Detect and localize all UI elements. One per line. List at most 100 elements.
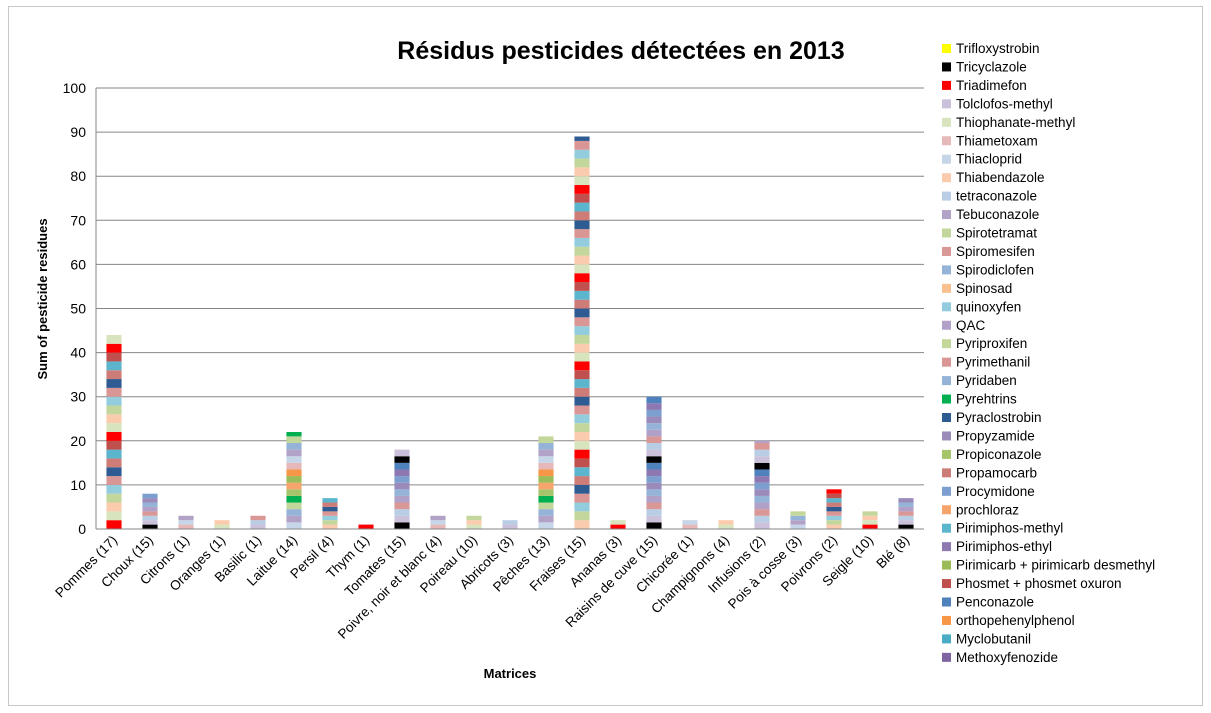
legend-label: Propyzamide [956,428,1035,443]
legend-swatch [942,615,951,625]
bar-segment [286,456,302,463]
bar-segment [574,246,590,256]
bar-segment [574,361,590,371]
bar-segment [754,469,770,477]
bar-stack [790,511,806,529]
bar-segment [106,370,122,380]
legend-item: Thiophanate-methyl [942,115,1075,130]
x-tick-label: Pommes (17) [52,533,120,601]
legend-label: Tolclofos-methyl [956,96,1053,111]
bar-segment [394,476,410,483]
x-tick-label: Blé (8) [873,533,912,572]
bar-segment [538,456,554,463]
legend-item: tetraconazole [942,189,1037,204]
legend-swatch [942,339,951,349]
bar-segment [106,467,122,477]
legend-swatch [942,302,951,312]
bar-segment [754,443,770,450]
bar-segment [286,462,302,470]
legend-item: Thiacloprid [942,152,1022,167]
y-tick-label: 70 [70,212,86,228]
bar-segment [646,436,662,444]
legend-swatch [942,117,951,127]
bar-segment [574,185,590,194]
legend-item: Triadimefon [942,78,1027,93]
bar-segment [286,476,302,483]
bar-segment [574,423,590,432]
bar-segment [286,495,302,503]
bar-segment [394,495,410,503]
legend-item: Tebuconazole [942,207,1039,222]
bar-segment [574,352,590,362]
bar-segment [574,326,590,335]
bar-segment [106,423,122,432]
legend-swatch [942,394,951,404]
legend-swatch [942,357,951,367]
y-tick-label: 40 [70,345,86,361]
legend-item: Spirotetramat [942,226,1037,241]
bar-segment [754,449,770,457]
legend-swatch [942,413,951,422]
bar-segment [214,524,230,529]
y-tick-label: 90 [70,124,86,140]
legend-label: tetraconazole [956,189,1037,204]
bar-segment [286,431,302,437]
legend-item: QAC [942,318,986,333]
bar-segment [574,136,590,141]
legend-swatch [942,228,951,238]
bar-stack [322,498,338,529]
bar-segment [538,522,554,529]
bar-segment [862,515,878,521]
bar-segment [574,202,590,212]
bar-segment [178,515,194,521]
bar-segment [754,495,770,503]
bars [106,136,914,529]
bar-stack [754,440,770,529]
bar-segment [826,498,842,503]
bar-segment [754,456,770,463]
legend-label: Tebuconazole [956,207,1039,222]
bar-segment [142,493,158,499]
legend-swatch [942,136,951,146]
bar-segment [394,462,410,470]
bar-segment [646,502,662,510]
bar-segment [538,502,554,510]
bar-segment [898,498,914,503]
bar-segment [106,414,122,424]
bar-segment [790,520,806,525]
bar-segment [898,502,914,507]
bar-segment [574,220,590,230]
legend-label: Pirimiphos-ethyl [956,539,1052,554]
legend-label: prochloraz [956,502,1019,517]
bar-segment [538,469,554,477]
bar-segment [574,290,590,300]
bar-segment [646,403,662,410]
bar-segment [394,449,410,457]
bar-segment [538,476,554,483]
legend-label: Pirimicarb + pirimicarb desmethyl [956,558,1155,573]
bar-segment [286,436,302,444]
legend-label: Thiophanate-methyl [956,115,1075,130]
legend-swatch [942,579,951,589]
bar-segment [538,489,554,496]
bar-segment [862,520,878,525]
bar-segment [574,308,590,318]
bar-segment [574,334,590,344]
bar-segment [322,498,338,503]
bar-segment [502,524,518,529]
legend-item: Pirimicarb + pirimicarb desmethyl [942,558,1155,573]
bar-segment [574,158,590,168]
bar-segment [754,522,770,529]
bar-segment [574,255,590,265]
bar-stack [718,520,734,529]
bar-segment [754,462,770,470]
legend-item: Thiabendazole [942,170,1045,185]
legend-label: Thiabendazole [956,170,1045,185]
legend-item: Phosmet + phosmet oxuron [942,576,1121,591]
bar-segment [898,524,914,529]
bar-segment [106,440,122,450]
bar-segment [646,482,662,490]
legend-swatch [942,449,951,459]
bar-stack [214,520,230,529]
y-tick-label: 10 [70,477,86,493]
